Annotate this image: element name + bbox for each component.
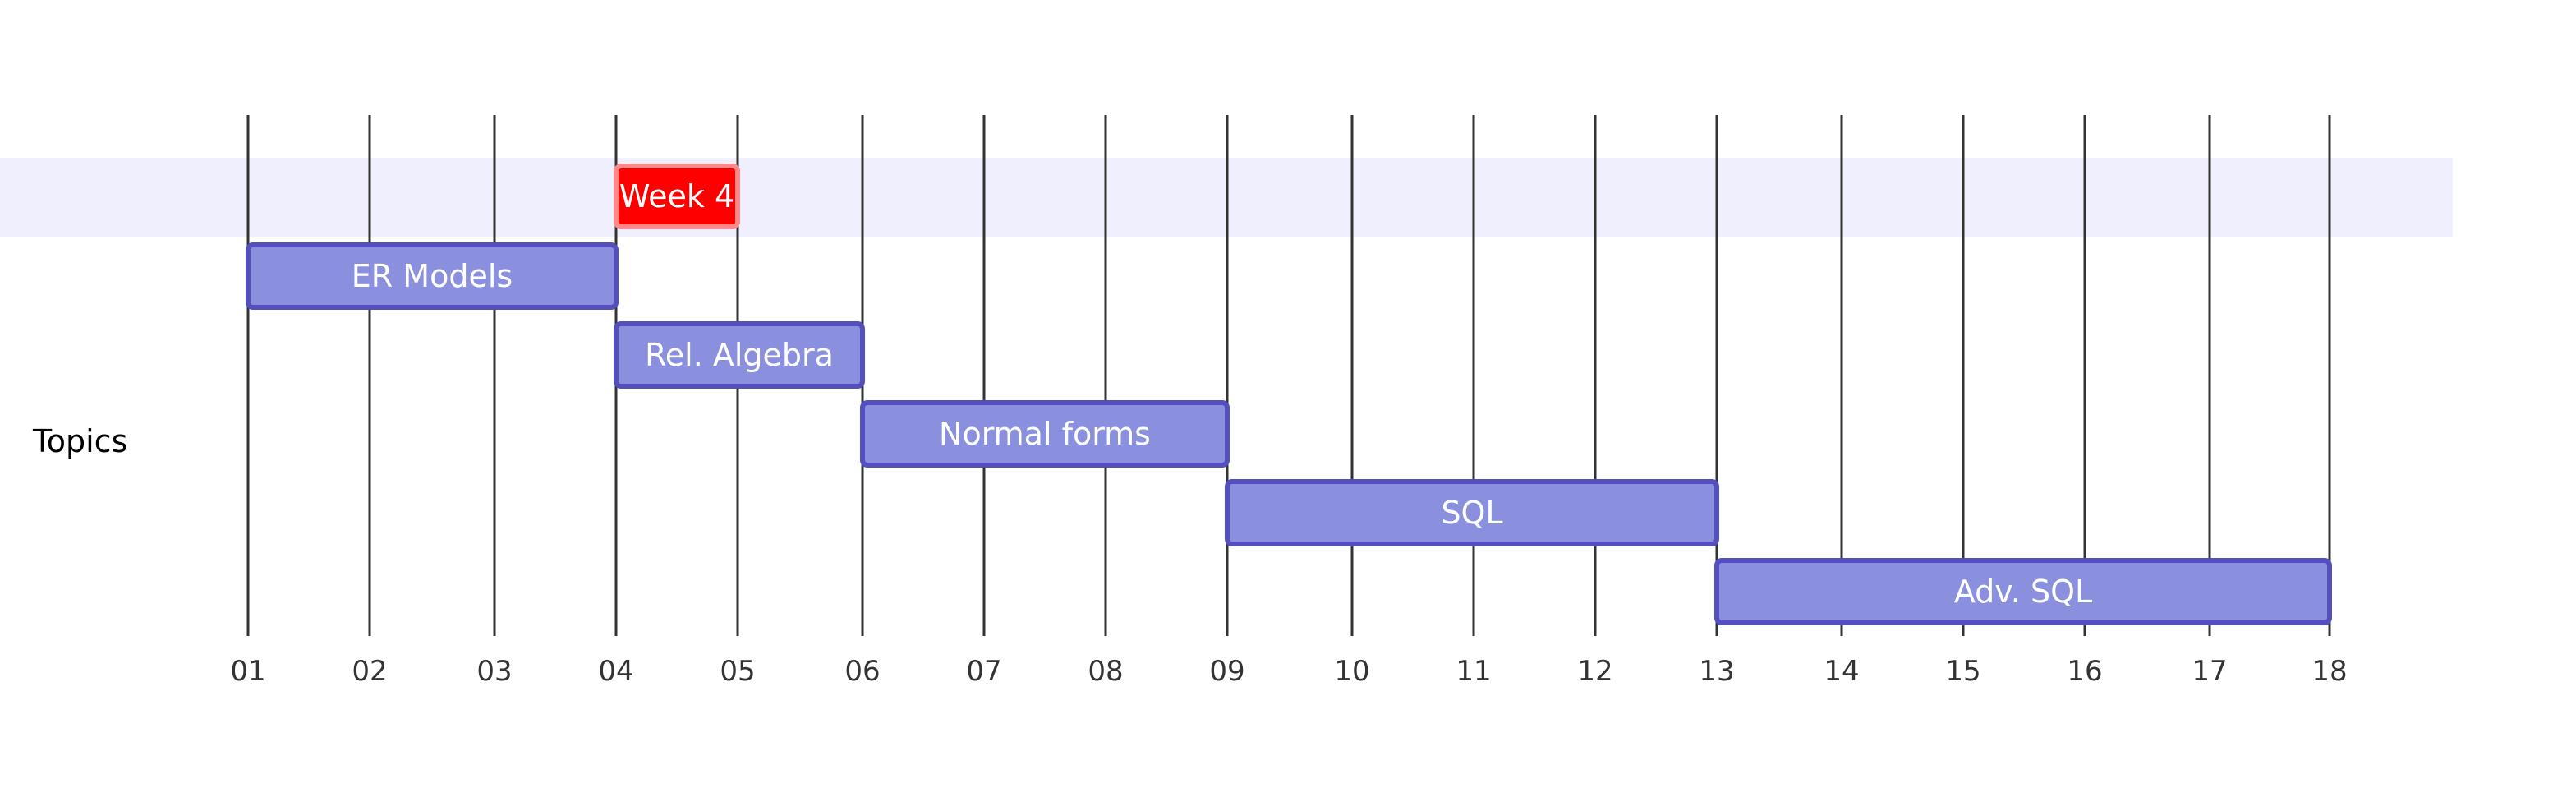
tick-label-13: 13: [1699, 655, 1734, 688]
tick-label-01: 01: [230, 655, 265, 688]
task-label: SQL: [1441, 495, 1502, 531]
tick-label-12: 12: [1577, 655, 1612, 688]
tick-label-04: 04: [598, 655, 633, 688]
tasks: ER Models Rel. Algebra Normal forms SQL Adv.…: [246, 242, 2332, 625]
tick-label-02: 02: [352, 655, 387, 688]
tick-label-09: 09: [1209, 655, 1244, 688]
tick-label-16: 16: [2067, 655, 2102, 688]
milestone-bar: [614, 164, 740, 229]
task-bar: [1225, 479, 1719, 546]
grid-lines: [246, 115, 2331, 636]
tick-label-17: 17: [2192, 655, 2227, 688]
task-label: Normal forms: [939, 416, 1151, 452]
tick-label-10: 10: [1334, 655, 1369, 688]
milestone-label: Week 4: [619, 178, 734, 214]
task-label: ER Models: [352, 258, 513, 294]
tick-label-05: 05: [720, 655, 755, 688]
task-bar: [1714, 558, 2332, 625]
tick-label-06: 06: [844, 655, 880, 688]
task-bar: [860, 400, 1230, 468]
task-bar: [614, 321, 865, 389]
tick-label-03: 03: [476, 655, 512, 688]
task-bar: [246, 242, 619, 310]
task-label: Rel. Algebra: [645, 337, 834, 373]
tick-label-11: 11: [1456, 655, 1491, 688]
tick-label-08: 08: [1088, 655, 1123, 688]
section-label: Topics: [32, 423, 127, 459]
tick-label-07: 07: [966, 655, 1001, 688]
tick-label-18: 18: [2312, 655, 2347, 688]
tick-label-15: 15: [1945, 655, 1980, 688]
x-axis-ticks: 01 02 03 04 05 06 07 08 09 10 11 12 13 14 15 16 17 18: [230, 655, 2347, 688]
task-label: Adv. SQL: [1954, 574, 2092, 610]
milestones: Week 4: [614, 164, 740, 229]
tick-label-14: 14: [1824, 655, 1859, 688]
